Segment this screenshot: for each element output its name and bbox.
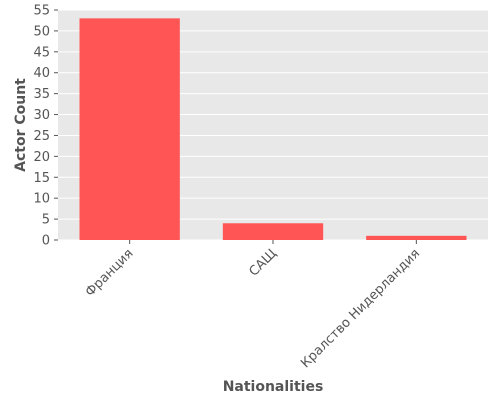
y-axis-title: Actor Count — [13, 78, 29, 172]
y-tick-label: 45 — [33, 45, 50, 60]
x-tick-label: Кралство Нидерландия — [298, 246, 423, 371]
y-tick-label: 0 — [42, 234, 50, 249]
bar-2 — [366, 235, 467, 240]
x-tick-label: Франция — [83, 246, 137, 300]
x-axis-title: Nationalities — [223, 379, 324, 395]
y-tick-label: 55 — [33, 4, 50, 19]
bar-1 — [222, 223, 324, 240]
y-tick-label: 15 — [33, 171, 50, 186]
y-tick-label: 10 — [33, 192, 50, 207]
y-tick-label: 50 — [33, 24, 50, 39]
y-tick-label: 20 — [33, 150, 50, 165]
y-tick-label: 5 — [42, 213, 50, 228]
y-axis-ticks: 0 5 10 15 20 25 30 35 40 45 50 55 — [33, 4, 58, 249]
y-tick-label: 35 — [33, 87, 50, 102]
y-tick-label: 40 — [33, 66, 50, 81]
y-tick-label: 25 — [33, 129, 50, 144]
x-axis-ticks: Франция САЩ Кралство Нидерландия — [83, 240, 423, 371]
x-tick-label: САЩ — [246, 246, 279, 279]
bars — [79, 18, 467, 241]
y-tick-label: 30 — [33, 108, 50, 123]
bar-0 — [79, 18, 180, 241]
